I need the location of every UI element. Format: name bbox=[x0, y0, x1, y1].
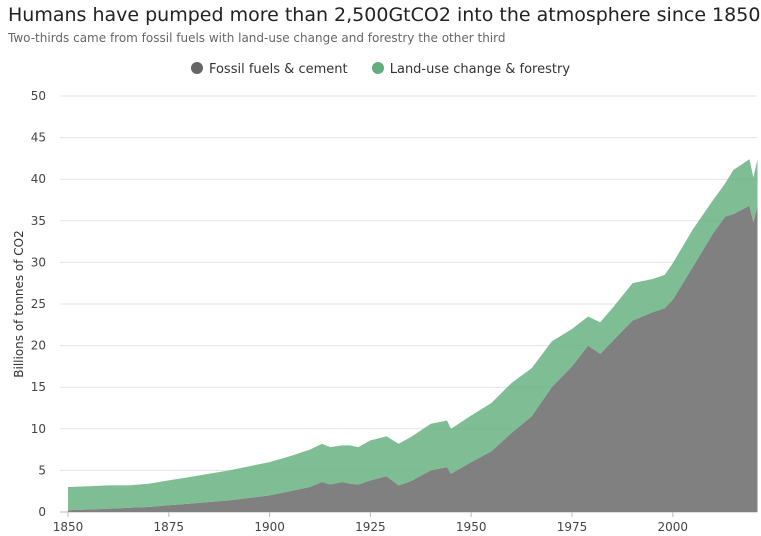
chart-title: Humans have pumped more than 2,500GtCO2 … bbox=[8, 4, 761, 26]
y-tick-label: 20 bbox=[31, 339, 46, 353]
y-tick-label: 5 bbox=[38, 463, 46, 477]
chart-subtitle: Two-thirds came from fossil fuels with l… bbox=[8, 31, 506, 45]
y-axis-label: Billions of tonnes of CO2 bbox=[12, 230, 26, 378]
y-tick-label: 40 bbox=[31, 172, 46, 186]
legend-label-land-use: Land-use change & forestry bbox=[389, 62, 571, 77]
x-tick-label: 1850 bbox=[53, 520, 84, 534]
y-tick-label: 15 bbox=[31, 380, 46, 394]
legend-label-fossil-fuels: Fossil fuels & cement bbox=[208, 62, 348, 77]
area-series bbox=[68, 159, 758, 513]
legend: Fossil fuels & cement Land-use change & … bbox=[0, 62, 761, 77]
y-tick-label: 25 bbox=[31, 297, 46, 311]
y-tick-label: 35 bbox=[31, 214, 46, 228]
x-axis: 1850 1875 1900 1925 1950 1975 2000 bbox=[53, 512, 688, 534]
x-tick-label: 1875 bbox=[154, 520, 185, 534]
y-tick-label: 50 bbox=[31, 89, 46, 103]
legend-item-fossil-fuels[interactable]: Fossil fuels & cement bbox=[190, 62, 348, 77]
y-tick-label: 45 bbox=[31, 131, 46, 145]
legend-swatch-fossil-fuels bbox=[190, 62, 203, 74]
x-tick-label: 1950 bbox=[456, 520, 487, 534]
y-axis: 0 5 10 15 20 25 30 35 40 45 50 bbox=[31, 89, 46, 519]
area-fossil-fuels[interactable] bbox=[68, 205, 758, 513]
y-tick-label: 10 bbox=[31, 422, 46, 436]
y-tick-label: 30 bbox=[31, 255, 46, 269]
area-land-use[interactable] bbox=[68, 159, 758, 511]
y-tick-label: 0 bbox=[38, 505, 46, 519]
x-tick-label: 1975 bbox=[557, 520, 588, 534]
x-tick-label: 1925 bbox=[355, 520, 386, 534]
legend-swatch-land-use bbox=[371, 62, 384, 74]
x-tick-label: 1900 bbox=[254, 520, 285, 534]
x-tick-label: 2000 bbox=[658, 520, 689, 534]
legend-item-land-use[interactable]: Land-use change & forestry bbox=[371, 62, 571, 77]
